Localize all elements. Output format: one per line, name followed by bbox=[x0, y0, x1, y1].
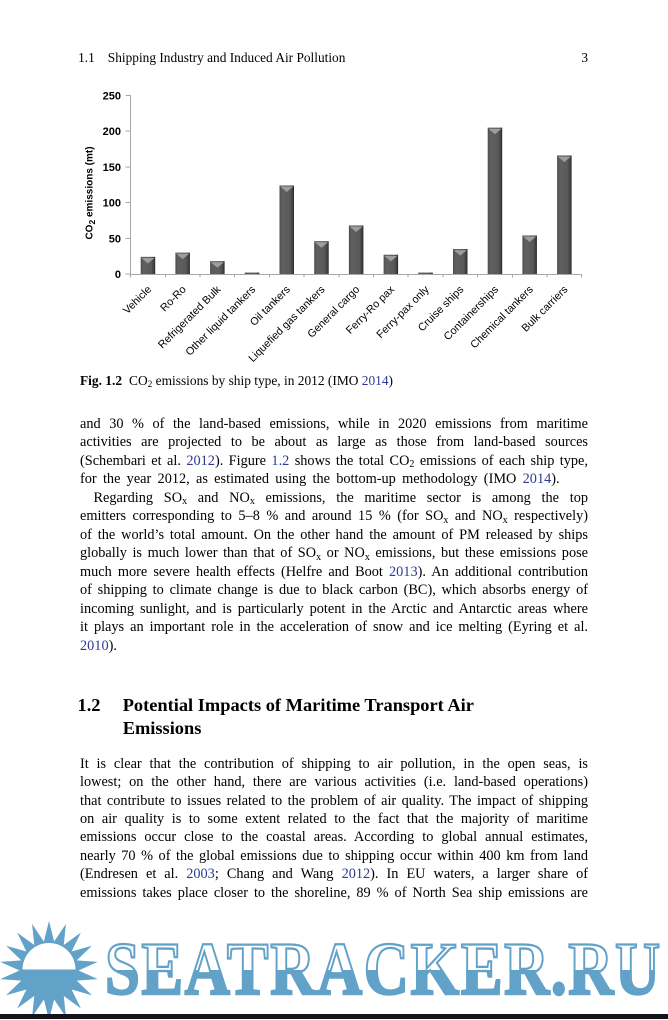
svg-text:Ro-Ro: Ro-Ro bbox=[158, 284, 189, 315]
svg-text:150: 150 bbox=[103, 162, 121, 174]
svg-text:Refrigerated Bulk: Refrigerated Bulk bbox=[156, 283, 224, 351]
svg-text:CO2 emissions (mt): CO2 emissions (mt) bbox=[85, 146, 98, 239]
svg-text:Chemical tankers: Chemical tankers bbox=[468, 283, 536, 351]
svg-text:100: 100 bbox=[103, 198, 121, 210]
svg-text:0: 0 bbox=[115, 269, 121, 281]
svg-text:Vehicle: Vehicle bbox=[121, 284, 154, 317]
svg-text:50: 50 bbox=[109, 233, 121, 245]
svg-text:200: 200 bbox=[103, 126, 121, 138]
svg-text:250: 250 bbox=[103, 91, 121, 103]
